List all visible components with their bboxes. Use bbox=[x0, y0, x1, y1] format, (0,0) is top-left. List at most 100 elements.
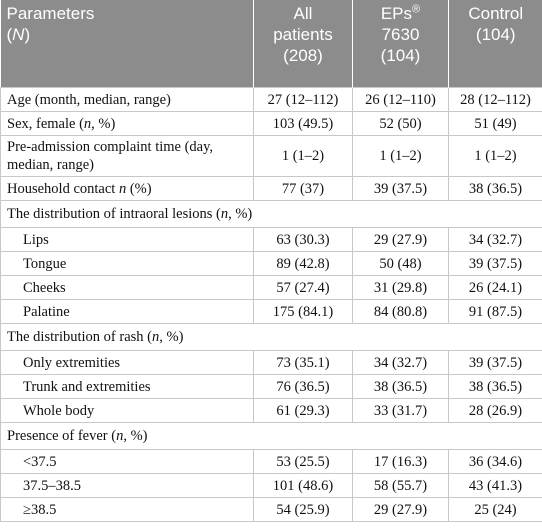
text-segment: Sex, female ( bbox=[7, 115, 84, 132]
header-line: Parameters bbox=[7, 3, 248, 24]
text-segment: <37.5 bbox=[23, 453, 57, 470]
value-cell: 27 (12–112) bbox=[253, 87, 353, 112]
value-cell: 1 (1–2) bbox=[352, 135, 449, 177]
text-segment: All bbox=[293, 4, 313, 23]
value-cell: 50 (48) bbox=[352, 251, 449, 276]
value-cell: 17 (16.3) bbox=[352, 449, 449, 474]
text-segment: Pre-admission complaint time (day, media… bbox=[7, 139, 214, 173]
row-label: The distribution of intraoral lesions (n… bbox=[0, 200, 542, 228]
data-row: ≥38.5 54 (25.9) 29 (27.9) 25 (24) bbox=[0, 497, 542, 522]
value-cell: 54 (25.9) bbox=[253, 497, 353, 522]
value-cell: 84 (80.8) bbox=[352, 299, 449, 324]
row-label: Cheeks bbox=[0, 275, 254, 300]
row-label: The distribution of rash (n, %) bbox=[0, 323, 542, 351]
section-row: The distribution of intraoral lesions (n… bbox=[0, 200, 542, 228]
text-segment: Age (month, median, range) bbox=[7, 91, 171, 108]
value-cell: 26 (24.1) bbox=[448, 275, 542, 300]
text-segment: Whole body bbox=[23, 402, 95, 419]
value-cell: 43 (41.3) bbox=[448, 473, 542, 498]
value-cell: 73 (35.1) bbox=[253, 350, 353, 375]
text-segment: Household contact bbox=[7, 180, 119, 197]
header-line: patients bbox=[260, 24, 346, 45]
text-segment: ) bbox=[24, 25, 31, 44]
value-cell: 91 (87.5) bbox=[448, 299, 542, 324]
row-label: 37.5–38.5 bbox=[0, 473, 254, 498]
data-row: Trunk and extremities 76 (36.5) 38 (36.5) 3… bbox=[0, 374, 542, 399]
text-segment: patients bbox=[273, 25, 333, 44]
text-segment: ( bbox=[6, 25, 13, 44]
text-segment: Presence of fever ( bbox=[7, 428, 117, 444]
text-segment: , %) bbox=[228, 206, 253, 222]
value-cell: 39 (37.5) bbox=[352, 176, 449, 201]
header-line: (104) bbox=[359, 45, 442, 66]
header-cell: Parameters (N) bbox=[0, 0, 254, 88]
data-row: Sex, female (n, %) 103 (49.5) 52 (50) 51 (4… bbox=[0, 111, 542, 136]
row-label: Lips bbox=[0, 227, 254, 252]
data-row: Tongue 89 (42.8) 50 (48) 39 (37.5) bbox=[0, 251, 542, 276]
value-cell: 34 (32.7) bbox=[352, 350, 449, 375]
row-label: Tongue bbox=[0, 251, 254, 276]
value-cell: 31 (29.8) bbox=[352, 275, 449, 300]
styled-segment: N bbox=[12, 25, 25, 44]
value-cell: 28 (26.9) bbox=[448, 398, 542, 423]
value-cell: 103 (49.5) bbox=[253, 111, 353, 136]
styled-segment: n bbox=[151, 329, 160, 345]
text-segment: Palatine bbox=[23, 303, 70, 320]
styled-segment: ® bbox=[412, 3, 421, 16]
header-row: Parameters (N) All patients (208) EPs® 7630 (10… bbox=[0, 0, 542, 88]
value-cell: 38 (36.5) bbox=[352, 374, 449, 399]
styled-segment: n bbox=[118, 180, 127, 197]
data-row: <37.5 53 (25.5) 17 (16.3) 36 (34.6) bbox=[0, 449, 542, 474]
value-cell: 39 (37.5) bbox=[448, 251, 542, 276]
header-line: 7630 bbox=[359, 24, 442, 45]
text-segment: Cheeks bbox=[23, 279, 66, 296]
styled-segment: n bbox=[83, 115, 92, 132]
header-line: All bbox=[260, 3, 346, 24]
value-cell: 51 (49) bbox=[448, 111, 542, 136]
row-label: Whole body bbox=[0, 398, 254, 423]
text-segment: Only extremities bbox=[23, 354, 121, 371]
value-cell: 28 (12–112) bbox=[448, 87, 542, 112]
value-cell: 175 (84.1) bbox=[253, 299, 353, 324]
text-segment: Trunk and extremities bbox=[23, 378, 151, 395]
text-segment: ≥38.5 bbox=[23, 501, 57, 518]
text-segment: (104) bbox=[475, 25, 516, 44]
value-cell: 26 (12–110) bbox=[352, 87, 449, 112]
text-segment: (%) bbox=[126, 180, 152, 197]
row-label: Palatine bbox=[0, 299, 254, 324]
value-cell: 63 (30.3) bbox=[253, 227, 353, 252]
text-segment: (208) bbox=[283, 46, 323, 65]
value-cell: 25 (24) bbox=[448, 497, 542, 522]
value-cell: 36 (34.6) bbox=[448, 449, 542, 474]
text-segment: , %) bbox=[123, 428, 148, 444]
header-cell: EPs® 7630 (104) bbox=[352, 0, 449, 88]
text-segment: Lips bbox=[23, 231, 49, 248]
row-label: Sex, female (n, %) bbox=[0, 111, 254, 136]
header-cell: Control (104) bbox=[448, 0, 542, 88]
text-segment: 7630 bbox=[381, 25, 420, 44]
styled-segment: n bbox=[116, 428, 124, 444]
value-cell: 1 (1–2) bbox=[253, 135, 353, 177]
value-cell: 53 (25.5) bbox=[253, 449, 353, 474]
row-label: Trunk and extremities bbox=[0, 374, 254, 399]
value-cell: 89 (42.8) bbox=[253, 251, 353, 276]
value-cell: 1 (1–2) bbox=[448, 135, 542, 177]
row-label: ≥38.5 bbox=[0, 497, 254, 522]
text-segment: , %) bbox=[159, 329, 184, 345]
value-cell: 29 (27.9) bbox=[352, 497, 449, 522]
value-cell: 52 (50) bbox=[352, 111, 449, 136]
data-row: Age (month, median, range) 27 (12–112) 26 … bbox=[0, 87, 542, 112]
text-segment: Parameters bbox=[6, 4, 95, 23]
value-cell: 101 (48.6) bbox=[253, 473, 353, 498]
text-segment: The distribution of rash ( bbox=[7, 329, 152, 345]
styled-segment: n bbox=[220, 206, 229, 222]
text-segment: Control bbox=[468, 4, 524, 23]
value-cell: 29 (27.9) bbox=[352, 227, 449, 252]
data-row: Cheeks 57 (27.4) 31 (29.8) 26 (24.1) bbox=[0, 275, 542, 300]
data-row: Only extremities 73 (35.1) 34 (32.7) 39 (37… bbox=[0, 350, 542, 375]
row-label: Presence of fever (n, %) bbox=[0, 422, 542, 450]
value-cell: 58 (55.7) bbox=[352, 473, 449, 498]
header-line: EPs® bbox=[359, 3, 442, 24]
data-row: Whole body 61 (29.3) 33 (31.7) 28 (26.9) bbox=[0, 398, 542, 423]
